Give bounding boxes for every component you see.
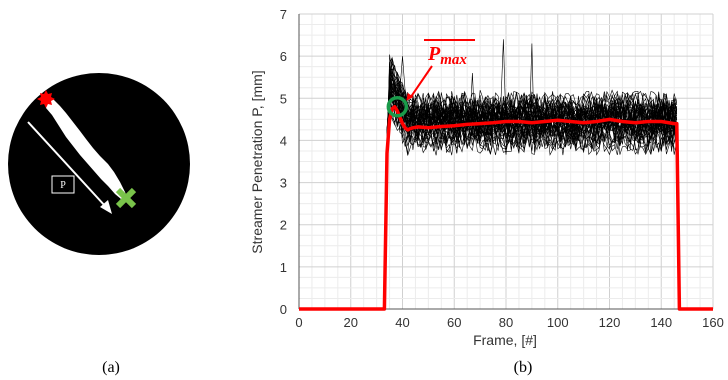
penetration-arrowhead — [100, 200, 112, 214]
x-axis-label: Frame, [#] — [473, 332, 537, 348]
chart-grid — [298, 13, 714, 310]
caption-a: (a) — [102, 359, 120, 376]
y-tick-label: 4 — [280, 133, 287, 148]
y-tick-label: 0 — [280, 302, 287, 317]
p-label: P — [60, 180, 66, 191]
p-max-subscript: max — [440, 52, 467, 68]
x-tick-label: 120 — [599, 315, 621, 330]
y-axis-label: Streamer Penetration P, [mm] — [249, 70, 265, 253]
p-max-marker — [386, 95, 409, 118]
p-max-annotation: Pmax — [424, 39, 475, 68]
x-tick-label: 40 — [395, 315, 409, 330]
sample-line — [386, 82, 678, 134]
x-tick-label: 100 — [547, 315, 569, 330]
caption-b: (b) — [514, 359, 533, 376]
end-point-marker — [115, 187, 137, 209]
x-tick-labels: 0 20 40 60 80 100 120 140 160 — [295, 315, 723, 330]
x-tick-label: 80 — [499, 315, 513, 330]
p-max-arrowhead — [406, 92, 414, 101]
y-tick-label: 3 — [280, 176, 287, 191]
sample-line — [386, 95, 678, 145]
p-label-box — [51, 175, 75, 194]
panel-b: Pmax 0 20 40 60 80 100 120 140 160 0 1 2 3 4 5 6 7 Fram… — [249, 7, 724, 376]
y-tick-label: 1 — [280, 260, 287, 275]
y-tick-label: 5 — [280, 91, 287, 106]
sample-line — [386, 78, 678, 155]
y-tick-label: 2 — [280, 218, 287, 233]
p-max-label: P — [427, 43, 441, 65]
p-max-arrow — [409, 65, 433, 99]
y-tick-labels: 0 1 2 3 4 5 6 7 — [280, 7, 287, 317]
y-tick-label: 6 — [280, 49, 287, 64]
streamer-shape — [46, 98, 127, 199]
streamer-tip-marker — [37, 90, 55, 108]
y-tick-label: 7 — [280, 7, 287, 22]
mean-penetration-line — [299, 104, 713, 311]
sample-lines — [386, 39, 678, 162]
sample-line — [386, 99, 678, 156]
penetration-arrow — [27, 121, 107, 208]
x-tick-label: 160 — [702, 315, 724, 330]
x-tick-label: 60 — [447, 315, 461, 330]
x-tick-label: 0 — [295, 315, 302, 330]
x-tick-label: 140 — [650, 315, 672, 330]
svg-text:Pmax: Pmax — [427, 43, 467, 68]
panel-a: P (a) — [8, 73, 190, 376]
sample-line — [386, 63, 678, 145]
x-tick-label: 20 — [344, 315, 358, 330]
